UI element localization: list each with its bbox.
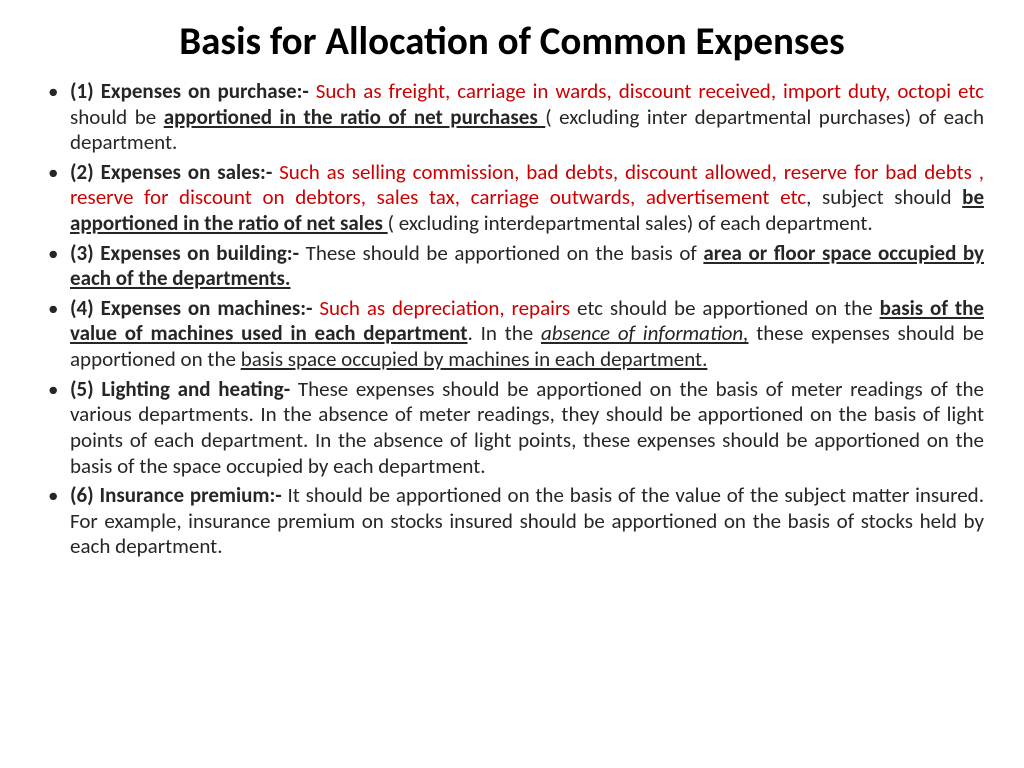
list-item: (2) Expenses on sales:- Such as selling … (40, 160, 984, 237)
body-text: should be (70, 104, 164, 130)
item-number: (4) (70, 295, 101, 321)
highlight-text: Such as freight, carriage in wards, disc… (316, 78, 984, 104)
item-number: (1) (70, 78, 101, 104)
body-text: , subject should (806, 184, 962, 210)
body-text: . In the (468, 320, 541, 346)
item-label: Lighting and heating- (101, 376, 297, 402)
slide-title: Basis for Allocation of Common Expenses (40, 18, 984, 65)
body-text: These should be apportioned on the basis… (306, 240, 704, 266)
underline-text: basis space occupied by machines in each… (241, 346, 708, 372)
list-item: (4) Expenses on machines:- Such as depre… (40, 296, 984, 373)
item-label: Insurance premium:- (100, 482, 288, 508)
highlight-text: Such as depreciation, repairs (319, 295, 577, 321)
item-label: Expenses on purchase:- (101, 78, 316, 104)
body-text: etc should be apportioned on the (577, 295, 880, 321)
item-label: Expenses on machines:- (101, 295, 320, 321)
list-item: (3) Expenses on building:- These should … (40, 241, 984, 292)
list-item: (5) Lighting and heating- These expenses… (40, 377, 984, 479)
bullet-list: (1) Expenses on purchase:- Such as freig… (40, 79, 984, 560)
item-number: (3) (70, 240, 100, 266)
item-label: Expenses on sales:- (101, 159, 280, 185)
item-number: (2) (70, 159, 101, 185)
item-number: (5) (70, 376, 101, 402)
list-item: (1) Expenses on purchase:- Such as freig… (40, 79, 984, 156)
item-label: Expenses on building:- (100, 240, 305, 266)
bold-underline-text: apportioned in the ratio of net purchase… (164, 104, 546, 130)
body-text: ( excluding interdepartmental sales) of … (388, 210, 873, 236)
list-item: (6) Insurance premium:- It should be app… (40, 483, 984, 560)
item-number: (6) (70, 482, 100, 508)
italic-underline-text: absence of information, (541, 320, 749, 346)
